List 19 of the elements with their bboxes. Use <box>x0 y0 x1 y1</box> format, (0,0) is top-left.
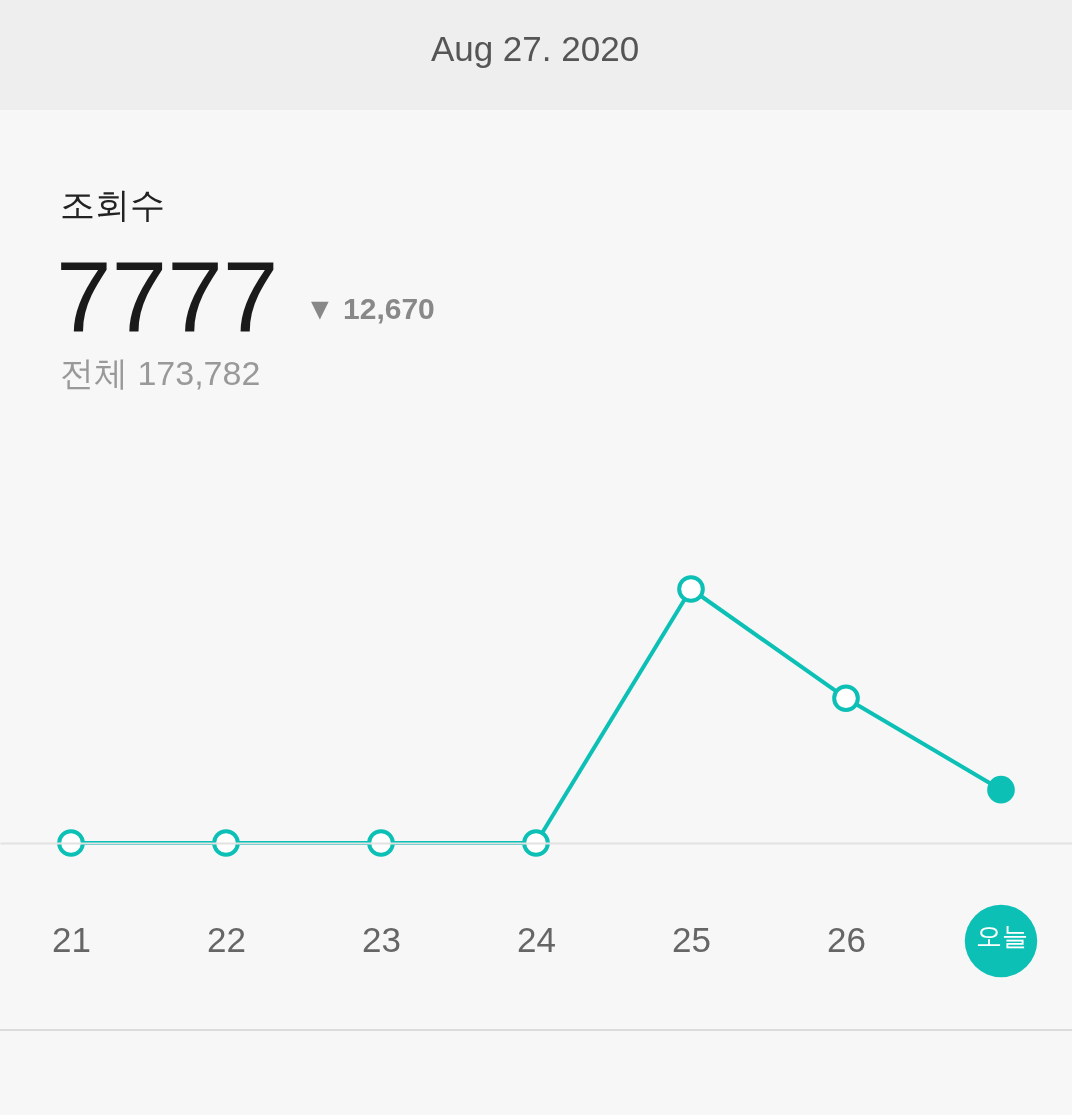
point <box>677 575 705 603</box>
text: ▼ 12,670 <box>305 292 435 325</box>
point <box>367 829 395 857</box>
point <box>987 775 1015 804</box>
point <box>832 684 860 713</box>
x-tick-label: 22 <box>207 919 246 959</box>
text: Aug 27. 2020 <box>430 29 640 68</box>
chart-title: 조회수 <box>60 185 165 224</box>
x-tick-label: 26 <box>827 919 866 959</box>
x-tick-label: 21 <box>52 919 91 959</box>
text: 전체 173,782 <box>60 354 261 392</box>
x-tick-label: 25 <box>672 919 711 959</box>
point <box>522 829 550 857</box>
point <box>57 829 85 857</box>
point <box>212 829 240 857</box>
text: 7777 <box>56 241 279 353</box>
x-tick-label: 24 <box>517 919 556 959</box>
x-tick-label: 23 <box>362 919 401 959</box>
x-tick-label: 오늘 <box>975 920 1028 951</box>
